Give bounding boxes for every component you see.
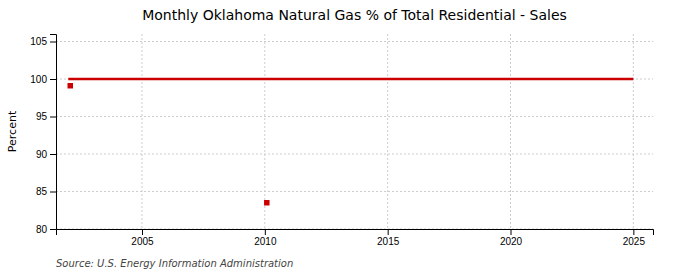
y-tick-mark — [50, 154, 56, 155]
x-grid-line — [510, 34, 511, 229]
x-tick-label: 2025 — [623, 236, 646, 247]
y-tick-label: 100 — [30, 74, 47, 85]
x-tick-mark — [511, 229, 512, 235]
point — [264, 200, 269, 205]
y-tick-mark — [50, 192, 56, 193]
line — [68, 78, 633, 81]
x-tick-label: 2010 — [254, 236, 277, 247]
x-tick: 2005 — [131, 229, 154, 247]
title: Monthly Oklahoma Natural Gas % of Total … — [142, 7, 567, 23]
y-grid-line — [56, 41, 653, 42]
x-tick-label: 2005 — [131, 236, 154, 247]
x-tick: 2010 — [254, 229, 277, 247]
y-axis-title: Percent — [6, 110, 19, 152]
x-axis: 2005 2010 2015 2020 2025 — [57, 229, 654, 247]
x-tick-mark — [265, 229, 266, 235]
y-tick-mark — [50, 79, 56, 80]
y-tick: 85 — [36, 186, 56, 197]
y-grid-line — [56, 154, 653, 155]
y-grid-line — [56, 191, 653, 192]
y-grid-line — [56, 79, 653, 80]
y-tick: 95 — [36, 111, 56, 122]
y-tick-mark — [50, 42, 56, 43]
x-tick-label: 2020 — [500, 236, 523, 247]
plot-area: 2005 2010 2015 2020 2025 80 85 90 95 100 105 — [30, 34, 653, 247]
x-tick: 2015 — [377, 229, 400, 247]
marks — [68, 79, 634, 205]
x-tick: 2025 — [623, 229, 646, 247]
source: Source: U.S. Energy Information Administ… — [56, 258, 293, 269]
x-tick-mark — [388, 229, 389, 235]
y-axis-line — [50, 35, 57, 230]
y-tick-label: 85 — [36, 186, 48, 197]
chart: 2005 2010 2015 2020 2025 80 85 90 95 100 105 Monthl… — [0, 0, 675, 275]
y-grid-line — [56, 116, 653, 117]
point — [68, 83, 73, 88]
y-tick: 100 — [30, 74, 56, 85]
y-tick-mark — [50, 117, 56, 118]
y-tick: 105 — [30, 36, 56, 47]
grid — [56, 34, 653, 229]
y-tick-mark — [50, 229, 56, 230]
x-tick: 2020 — [500, 229, 523, 247]
y-tick: 80 — [36, 224, 56, 235]
y-tick-label: 90 — [36, 149, 48, 160]
y-tick-label: 95 — [36, 111, 48, 122]
x-tick-mark — [633, 229, 634, 235]
y-tick: 90 — [36, 149, 56, 160]
x-grid-line — [141, 34, 142, 229]
y-axis: 80 85 90 95 100 105 — [30, 35, 56, 235]
x-grid-line — [633, 34, 634, 229]
y-tick-label: 80 — [36, 224, 48, 235]
x-grid-line — [264, 34, 265, 229]
x-tick-label: 2015 — [377, 236, 400, 247]
x-axis-line — [57, 230, 654, 236]
x-tick-mark — [142, 229, 143, 235]
x-grid-line — [387, 34, 388, 229]
y-tick-label: 105 — [30, 36, 47, 47]
